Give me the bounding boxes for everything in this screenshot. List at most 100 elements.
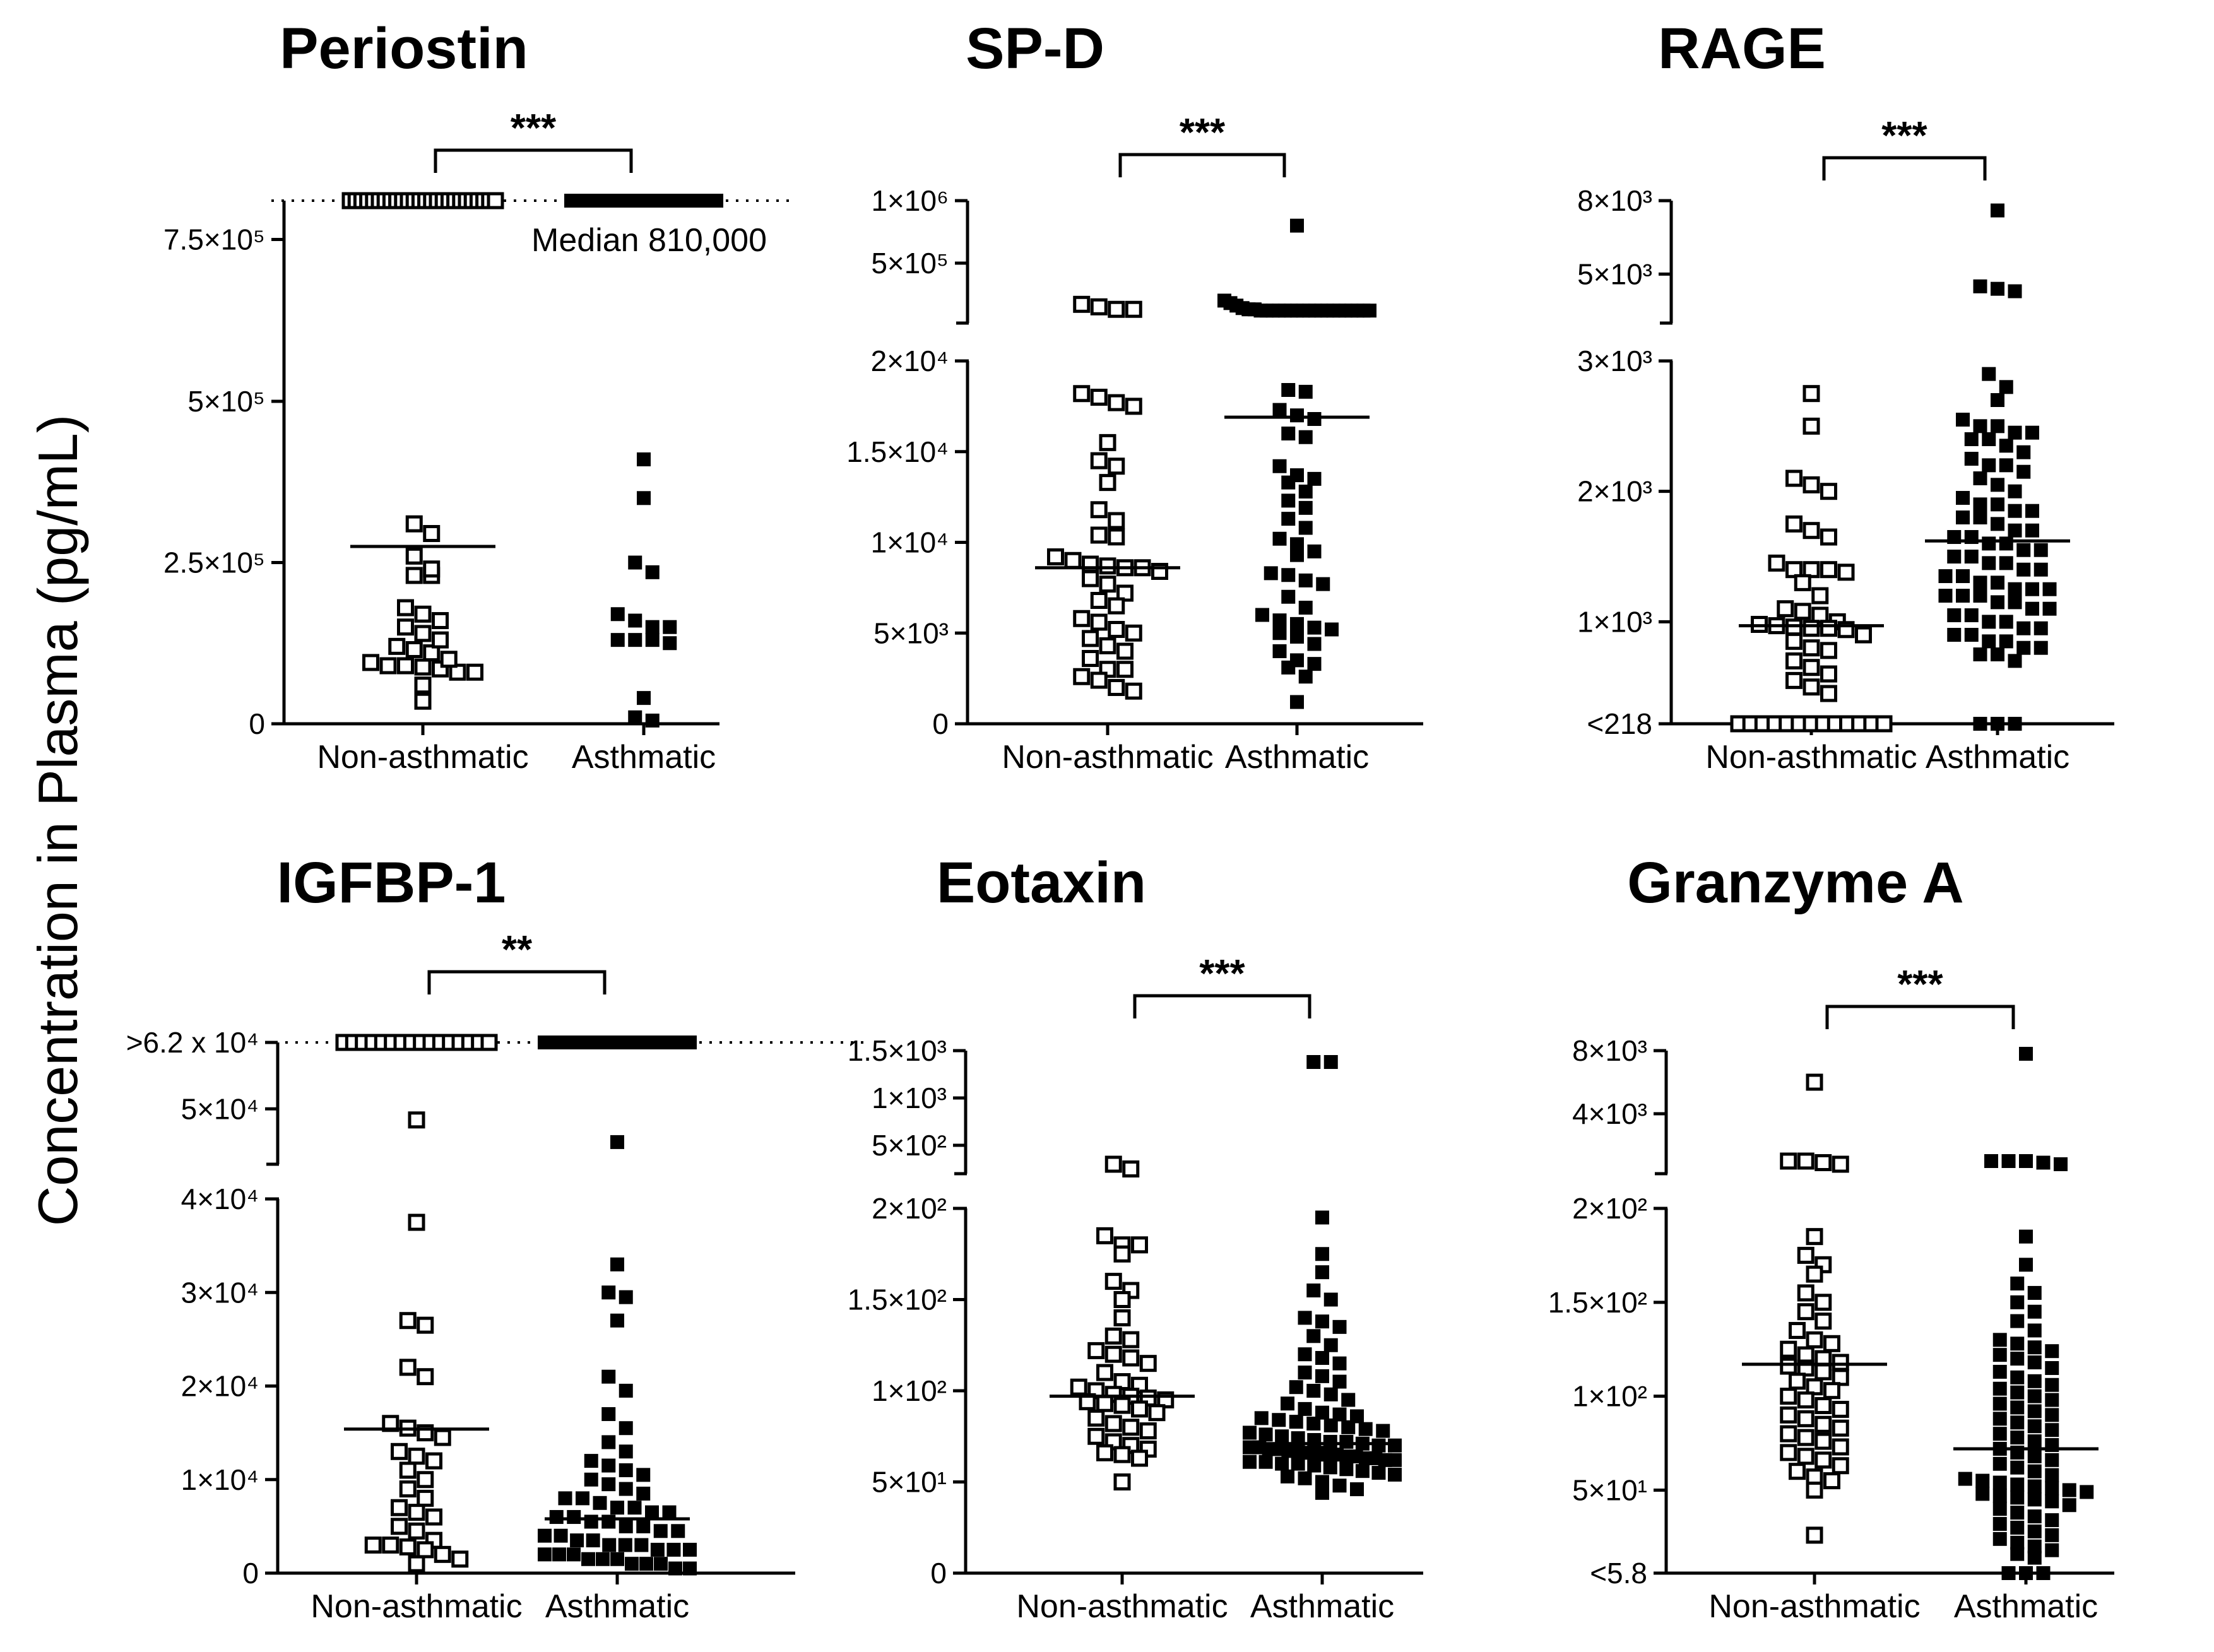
point-asthmatic xyxy=(610,1135,624,1149)
point-asthmatic xyxy=(554,1528,568,1543)
point-non-asthmatic xyxy=(1785,671,1803,689)
point-non-asthmatic xyxy=(1780,1388,1797,1405)
point-non-asthmatic xyxy=(1794,603,1811,620)
point-asthmatic xyxy=(1938,569,1953,584)
point-non-asthmatic xyxy=(1090,389,1108,406)
panel-title: Periostin xyxy=(280,16,528,81)
point-asthmatic xyxy=(645,633,660,647)
point-non-asthmatic xyxy=(487,192,504,209)
point-asthmatic xyxy=(1992,1348,2007,1362)
point-asthmatic xyxy=(2027,1539,2042,1554)
point-non-asthmatic xyxy=(1768,554,1785,572)
point-asthmatic xyxy=(1991,717,2004,731)
point-asthmatic xyxy=(1307,637,1322,651)
point-asthmatic xyxy=(1306,1329,1321,1343)
point-asthmatic xyxy=(2045,1360,2059,1375)
significance-stars: *** xyxy=(1881,114,1927,158)
point-asthmatic xyxy=(1307,471,1322,486)
point-non-asthmatic xyxy=(1099,575,1116,593)
point-asthmatic xyxy=(1298,521,1313,535)
point-asthmatic xyxy=(1307,657,1322,671)
y-tick-label: 5×10² xyxy=(872,1129,947,1162)
point-asthmatic xyxy=(1991,419,2004,434)
point-asthmatic xyxy=(1272,459,1287,473)
point-asthmatic xyxy=(1982,367,1996,381)
point-asthmatic xyxy=(1254,1411,1269,1425)
point-non-asthmatic xyxy=(399,1359,417,1376)
point-non-asthmatic xyxy=(434,1545,451,1563)
point-asthmatic xyxy=(567,1547,581,1562)
point-non-asthmatic xyxy=(1087,1342,1105,1359)
point-asthmatic xyxy=(1315,1405,1329,1420)
y-tick-label: 5×10³ xyxy=(1577,257,1652,290)
point-asthmatic xyxy=(650,1542,665,1557)
point-non-asthmatic xyxy=(1116,642,1134,660)
y-tick-label: 1×10⁶ xyxy=(871,184,949,217)
significance-stars: ** xyxy=(502,928,533,972)
point-non-asthmatic xyxy=(408,1504,425,1521)
point-asthmatic xyxy=(2008,523,2022,538)
point-non-asthmatic xyxy=(425,1452,442,1470)
point-asthmatic xyxy=(1964,452,1979,466)
point-asthmatic xyxy=(2027,1340,2042,1355)
point-asthmatic xyxy=(1323,1460,1337,1475)
y-tick-label: 1.5×10² xyxy=(1548,1286,1647,1319)
point-asthmatic xyxy=(1982,634,1996,649)
point-asthmatic xyxy=(1298,670,1313,684)
point-asthmatic xyxy=(1964,608,1979,623)
point-asthmatic xyxy=(683,1561,697,1576)
point-asthmatic xyxy=(2027,1550,2042,1565)
point-non-asthmatic xyxy=(1797,1303,1814,1321)
point-asthmatic xyxy=(1992,1531,2007,1546)
point-asthmatic xyxy=(663,636,677,651)
point-asthmatic xyxy=(1991,575,2004,590)
category-label: Asthmatic xyxy=(1250,1588,1394,1625)
point-asthmatic xyxy=(1255,608,1269,622)
point-asthmatic xyxy=(549,1510,564,1525)
point-asthmatic xyxy=(1973,497,1987,512)
point-asthmatic xyxy=(1973,575,1987,590)
point-asthmatic xyxy=(1992,1475,2007,1490)
point-asthmatic xyxy=(1272,403,1287,417)
point-non-asthmatic xyxy=(397,599,414,617)
point-non-asthmatic xyxy=(408,1555,425,1572)
point-asthmatic xyxy=(1992,1412,2007,1426)
point-asthmatic xyxy=(2016,464,2031,479)
y-tick-label: 7.5×10⁵ xyxy=(163,223,265,256)
point-non-asthmatic xyxy=(1803,417,1820,435)
point-non-asthmatic xyxy=(1811,587,1829,605)
point-asthmatic xyxy=(1956,589,1970,603)
point-asthmatic xyxy=(1281,568,1296,582)
point-asthmatic xyxy=(1991,497,2004,512)
point-asthmatic xyxy=(2016,562,2031,577)
y-tick-label: 3×10⁴ xyxy=(181,1276,259,1309)
point-asthmatic xyxy=(671,1524,685,1538)
point-asthmatic xyxy=(1315,1247,1329,1261)
point-non-asthmatic xyxy=(1096,1364,1113,1381)
point-non-asthmatic xyxy=(1113,1291,1131,1308)
point-asthmatic xyxy=(2001,1154,2016,1168)
point-asthmatic xyxy=(2008,284,2022,298)
significance-bracket xyxy=(434,148,633,173)
point-asthmatic xyxy=(2027,1419,2042,1434)
point-non-asthmatic xyxy=(1108,457,1125,475)
y-tick-label: 1.5×10³ xyxy=(848,1034,947,1067)
point-asthmatic xyxy=(627,1501,642,1515)
point-non-asthmatic xyxy=(480,1034,498,1051)
y-tick-label: 2.5×10⁵ xyxy=(163,546,265,579)
point-asthmatic xyxy=(2010,1336,2025,1351)
point-asthmatic xyxy=(2033,562,2048,577)
point-asthmatic xyxy=(1298,1366,1312,1380)
point-asthmatic xyxy=(2027,1323,2042,1338)
point-non-asthmatic xyxy=(1125,682,1142,700)
point-asthmatic xyxy=(1350,1482,1364,1497)
point-asthmatic xyxy=(2045,1468,2059,1482)
point-non-asthmatic xyxy=(1070,1378,1087,1396)
point-non-asthmatic xyxy=(1806,1331,1823,1348)
point-asthmatic xyxy=(1323,1434,1337,1449)
point-non-asthmatic xyxy=(1125,398,1142,415)
point-non-asthmatic xyxy=(362,654,379,671)
point-non-asthmatic xyxy=(1780,1425,1797,1443)
point-non-asthmatic xyxy=(1108,528,1125,546)
point-asthmatic xyxy=(2027,1374,2042,1388)
